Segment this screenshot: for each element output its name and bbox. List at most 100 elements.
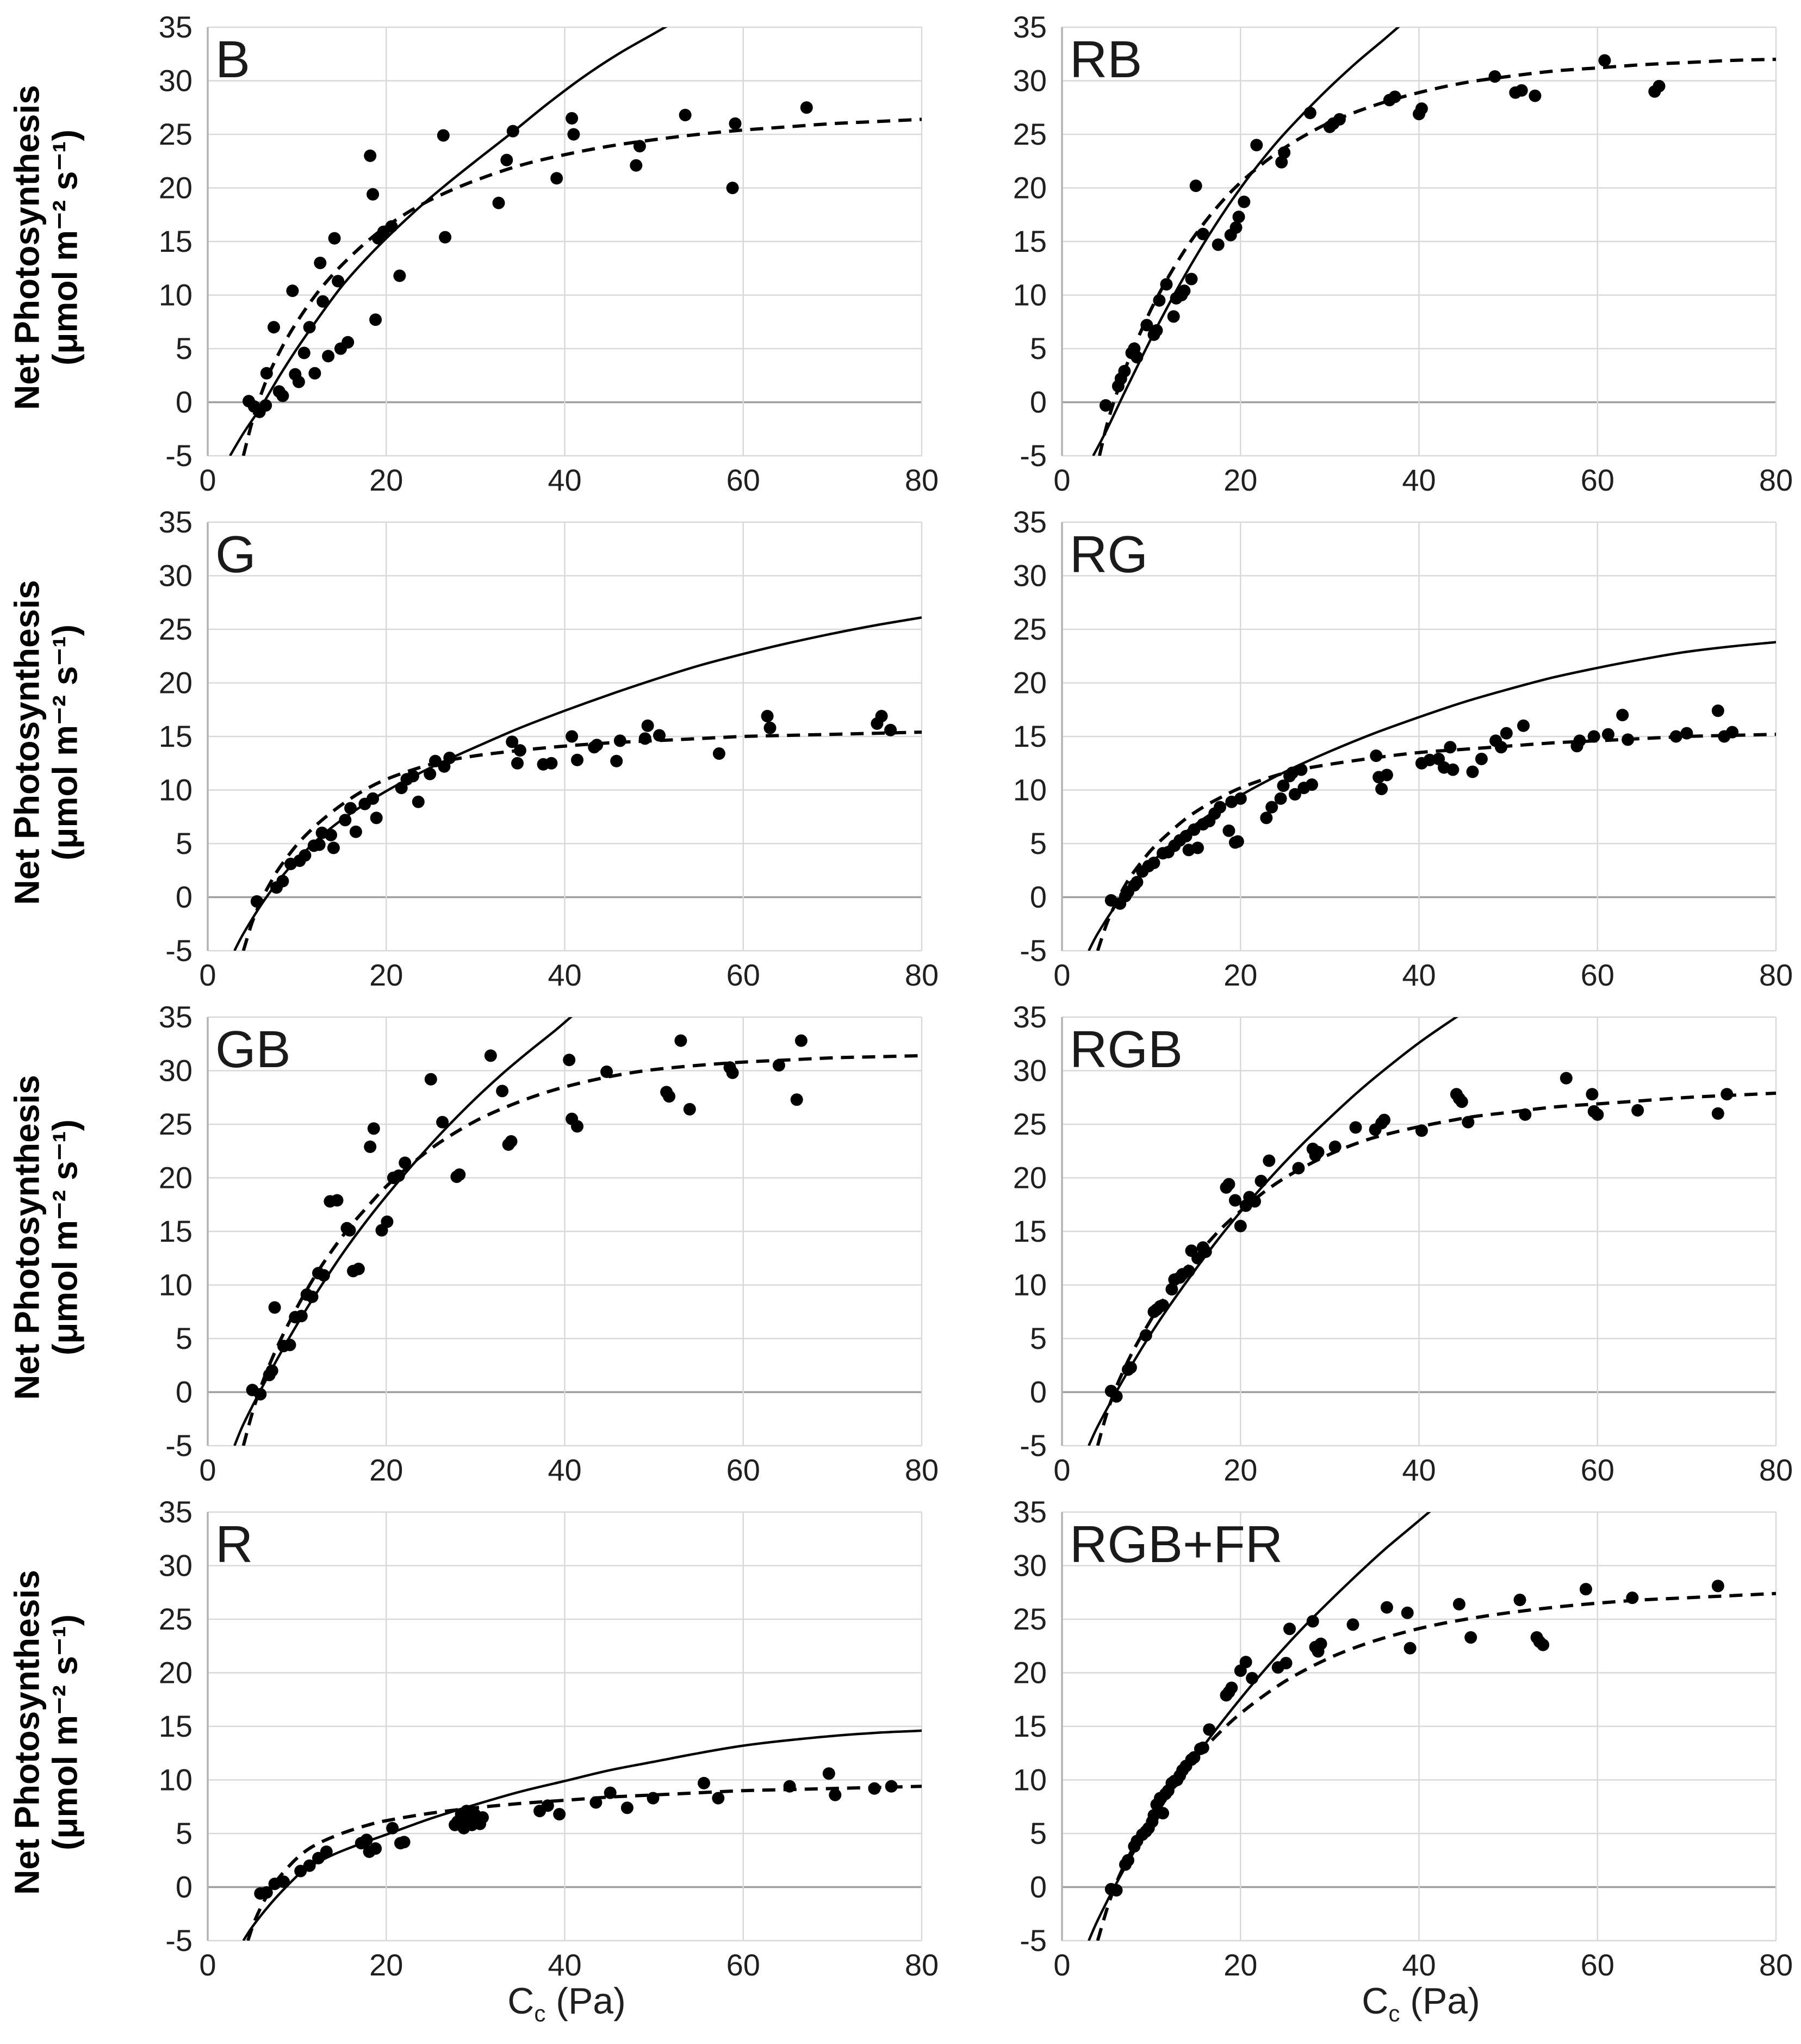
- y-tick-label: -5: [165, 438, 192, 473]
- data-point: [545, 757, 558, 770]
- data-point: [339, 814, 352, 827]
- y-axis-title-line2: (μmol m⁻² s⁻¹): [46, 624, 85, 860]
- x-tick-label: 60: [1581, 958, 1614, 990]
- data-point: [1283, 1622, 1296, 1636]
- x-axis-title-row: Cc (Pa) Cc (Pa): [0, 1980, 1801, 2044]
- x-tick-label: 80: [1759, 463, 1793, 495]
- y-tick-label: 35: [1013, 1000, 1047, 1034]
- data-point: [674, 1034, 687, 1047]
- y-tick-label: 10: [1013, 773, 1047, 807]
- data-point: [1403, 1642, 1417, 1655]
- data-point: [412, 795, 425, 808]
- data-point: [726, 182, 739, 194]
- x-tick-label: 80: [1759, 958, 1793, 990]
- data-point: [1475, 752, 1488, 765]
- data-point: [1295, 763, 1308, 776]
- x-tick-label: 20: [1224, 463, 1257, 495]
- data-point: [327, 841, 340, 854]
- y-tick-label: 0: [176, 880, 192, 914]
- y-tick-label: 25: [159, 1107, 192, 1141]
- y-tick-label: 10: [159, 278, 192, 312]
- data-point: [1229, 221, 1243, 234]
- y-tick-label: 30: [159, 1054, 192, 1088]
- y-tick-label: -5: [165, 1428, 192, 1463]
- data-point: [563, 1054, 576, 1067]
- dashed-fit-curve: [241, 1054, 922, 1446]
- data-point: [437, 129, 450, 142]
- data-point: [647, 1792, 660, 1805]
- data-point: [1573, 734, 1586, 747]
- y-tick-label: 25: [159, 1602, 192, 1636]
- data-point: [1232, 210, 1245, 224]
- x-tick-label: 60: [726, 1453, 760, 1485]
- data-point: [633, 140, 646, 153]
- data-point: [885, 1780, 898, 1793]
- data-point: [1189, 179, 1202, 193]
- data-point: [250, 895, 263, 908]
- x-tick-label: 0: [1053, 958, 1070, 990]
- y-axis-title: Net Photosynthesis (μmol m⁻² s⁻¹): [0, 990, 92, 1485]
- data-point: [511, 757, 524, 770]
- data-point: [761, 710, 774, 723]
- panel-r: 35 30 25 20 15 10 5 0 -5 0 20 40 60 80 R: [92, 1485, 947, 1980]
- data-point: [286, 284, 299, 298]
- panel-rb: 35 30 25 20 15 10 5 0 -5 0 20 40 60 80 RB: [947, 0, 1801, 495]
- data-point: [1250, 139, 1263, 152]
- x-tick-label: 20: [369, 1948, 403, 1980]
- x-tick-label: 60: [1581, 463, 1614, 495]
- solid-fit-curve: [229, 27, 668, 456]
- data-point: [1601, 728, 1614, 741]
- data-point: [679, 109, 692, 121]
- data-point: [1529, 89, 1542, 102]
- y-tick-label: -5: [1020, 1428, 1047, 1463]
- data-point: [1157, 1807, 1169, 1820]
- data-point: [1622, 733, 1635, 746]
- data-point: [610, 754, 623, 767]
- data-point: [381, 1215, 394, 1228]
- data-point: [1238, 195, 1251, 208]
- data-point: [328, 232, 341, 245]
- data-point: [550, 172, 563, 185]
- y-tick-label: 30: [1013, 64, 1047, 98]
- x-tick-label: 0: [1053, 1453, 1070, 1485]
- data-point: [277, 1875, 290, 1888]
- y-tick-label: 0: [1030, 385, 1047, 419]
- x-tick-label: 0: [199, 1948, 216, 1980]
- panel-label: G: [215, 525, 256, 584]
- data-point: [1292, 1162, 1305, 1175]
- data-point: [1726, 726, 1739, 739]
- data-point: [344, 802, 357, 815]
- data-point: [800, 101, 813, 114]
- y-tick-label: 5: [176, 1321, 192, 1355]
- x-tick-label: 80: [905, 958, 939, 990]
- data-point: [772, 1059, 785, 1072]
- data-point: [1277, 779, 1290, 792]
- data-point: [1099, 399, 1112, 412]
- data-point: [424, 767, 437, 781]
- data-point: [1312, 1145, 1325, 1159]
- x-tick-label: 20: [1224, 958, 1257, 990]
- data-point: [620, 1801, 634, 1814]
- data-point: [260, 367, 273, 380]
- data-point: [1265, 801, 1278, 814]
- data-point: [1388, 90, 1401, 103]
- panel-label: RB: [1070, 30, 1142, 89]
- y-axis-title-line1: Net Photosynthesis: [7, 580, 47, 905]
- data-point: [1631, 1104, 1644, 1117]
- data-point: [1455, 1095, 1468, 1108]
- y-tick-label: 0: [176, 1375, 192, 1409]
- data-point: [349, 825, 362, 838]
- data-point: [1711, 1107, 1724, 1120]
- data-point: [1711, 1580, 1724, 1593]
- data-point: [1280, 1657, 1293, 1670]
- data-point: [268, 321, 280, 334]
- data-point: [1488, 70, 1501, 83]
- data-point: [566, 730, 579, 743]
- data-point: [653, 729, 666, 742]
- data-point: [1375, 783, 1388, 795]
- data-point: [352, 1262, 365, 1275]
- dashed-fit-curve: [1096, 1591, 1776, 1941]
